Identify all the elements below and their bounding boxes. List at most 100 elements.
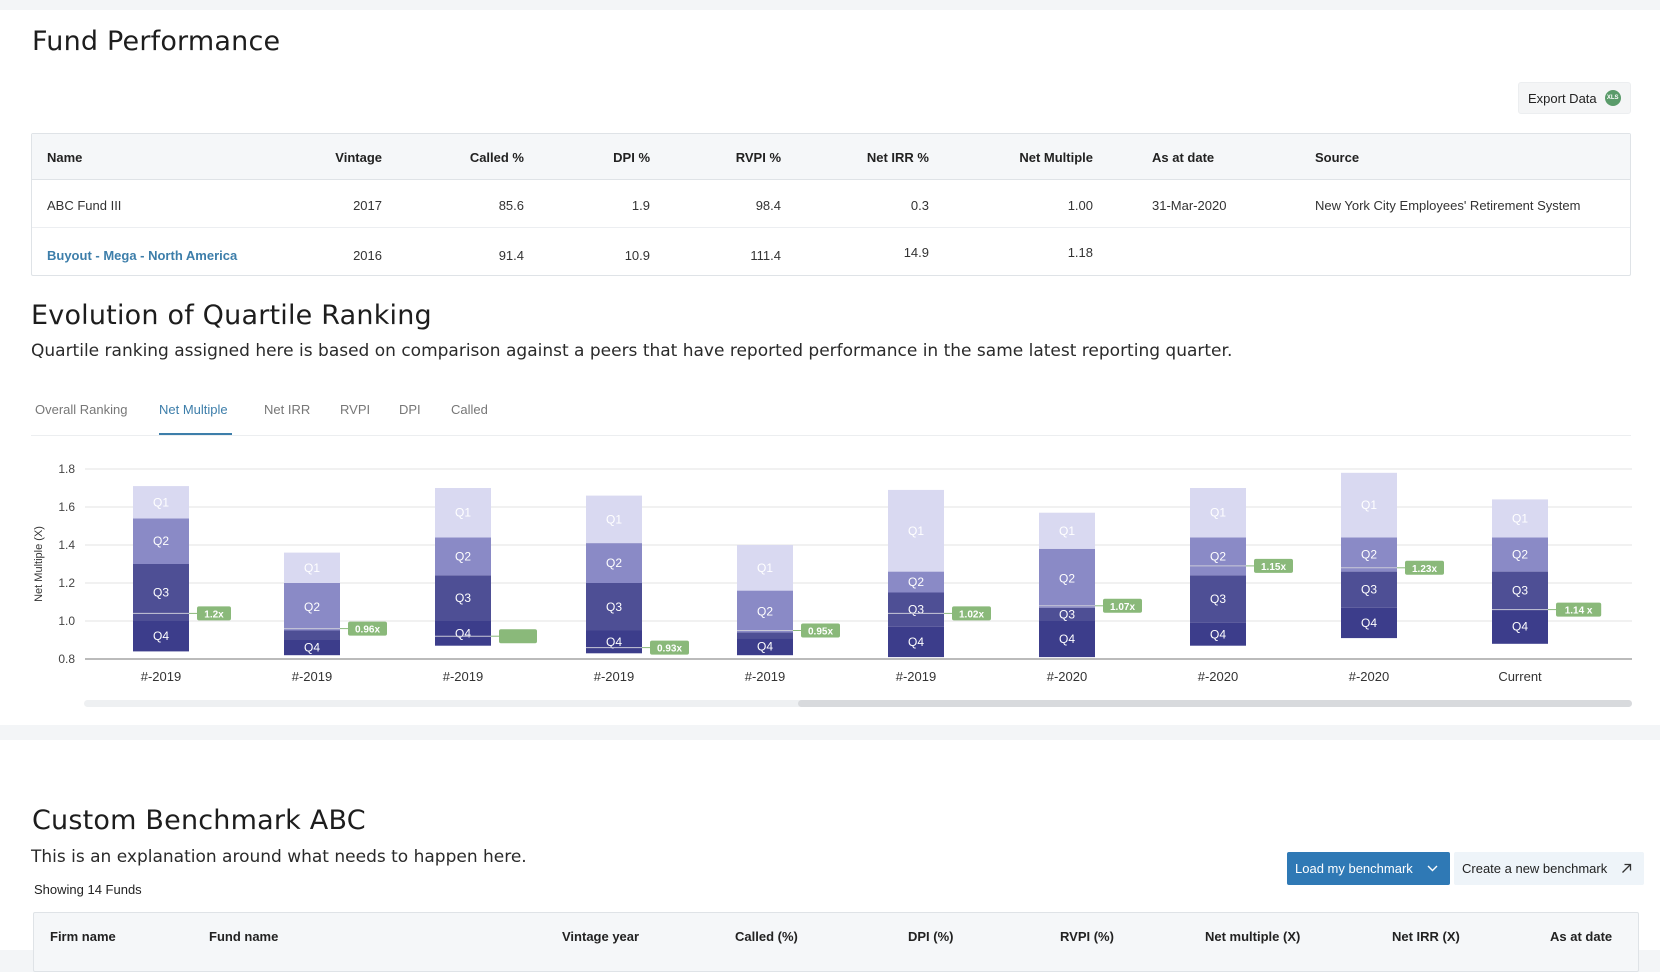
tab-net-multiple[interactable]: Net Multiple bbox=[159, 402, 228, 417]
bar-segment-q2 bbox=[133, 518, 189, 564]
y-tick-label: 1.4 bbox=[58, 538, 75, 552]
quartile-label: Q2 bbox=[757, 605, 773, 619]
col-rvpi: RVPI % bbox=[735, 150, 781, 165]
quartile-label: Q2 bbox=[153, 534, 169, 548]
col-as-at-date: As at date bbox=[1152, 150, 1215, 165]
load-benchmark-button[interactable]: Load my benchmark bbox=[1287, 852, 1450, 885]
quartile-label: Q1 bbox=[1210, 506, 1226, 520]
custom-benchmark-title: Custom Benchmark ABC bbox=[32, 805, 366, 836]
quartile-label: Q3 bbox=[606, 600, 622, 614]
tab-called[interactable]: Called bbox=[451, 402, 488, 417]
row-divider bbox=[32, 227, 1630, 228]
quartile-label: Q3 bbox=[1210, 592, 1226, 606]
bar-segment-q2 bbox=[1492, 537, 1548, 572]
quartile-label: Q4 bbox=[455, 626, 471, 640]
quartile-label: Q4 bbox=[1512, 620, 1528, 634]
bar-segment-q1 bbox=[1341, 472, 1397, 538]
bar-segment-q3 bbox=[284, 630, 340, 640]
y-tick-label: 1.2 bbox=[58, 576, 75, 590]
bar-segment-q2 bbox=[888, 571, 944, 593]
bar-segment-q1 bbox=[737, 545, 793, 591]
table-header bbox=[32, 134, 1630, 180]
row2-net-multiple: 1.18 bbox=[1067, 245, 1093, 260]
quartile-label: Q4 bbox=[304, 641, 320, 655]
row1-rvpi: 98.4 bbox=[755, 198, 781, 213]
quartile-subtitle: Quartile ranking assigned here is based … bbox=[31, 341, 1233, 361]
quartile-label: Q2 bbox=[1512, 548, 1528, 562]
x-tick-label: #-2019 bbox=[594, 669, 634, 684]
row1-as-at-date: 31-Mar-2020 bbox=[1152, 198, 1227, 213]
bar-segment-q4 bbox=[435, 621, 491, 646]
bar-segment-q2 bbox=[737, 590, 793, 633]
col-net-multiple: Net Multiple bbox=[1019, 150, 1093, 165]
bcol-firm-name: Firm name bbox=[50, 929, 116, 944]
value-label-bg bbox=[1103, 598, 1142, 613]
quartile-label: Q2 bbox=[1210, 549, 1226, 563]
y-axis-label: Net Multiple (X) bbox=[33, 526, 45, 602]
bcol-fund-name: Fund name bbox=[209, 929, 279, 944]
quartile-label: Q4 bbox=[1361, 616, 1377, 630]
quartile-label: Q1 bbox=[304, 561, 320, 575]
row1-dpi: 1.9 bbox=[631, 198, 650, 213]
value-label: 0.93x bbox=[657, 644, 682, 655]
fund-performance-panel: Fund Performance Export Data XLS Name Vi… bbox=[0, 10, 1660, 725]
x-tick-label: #-2019 bbox=[745, 669, 785, 684]
y-tick-label: 0.8 bbox=[58, 652, 75, 666]
quartile-label: Q1 bbox=[606, 512, 622, 526]
row1-vintage: 2017 bbox=[353, 198, 382, 213]
quartile-label: Q4 bbox=[757, 640, 773, 654]
bar-segment-q4 bbox=[1039, 621, 1095, 658]
tab-overall-ranking[interactable]: Overall Ranking bbox=[35, 402, 128, 417]
quartile-label: Q1 bbox=[1059, 524, 1075, 538]
tab-rvpi[interactable]: RVPI bbox=[340, 402, 371, 417]
bcol-vintage-year: Vintage year bbox=[562, 929, 640, 944]
load-benchmark-label: Load my benchmark bbox=[1295, 861, 1413, 876]
row1-name: ABC Fund III bbox=[47, 198, 122, 213]
value-label: 1.2x bbox=[204, 609, 224, 620]
quartile-label: Q1 bbox=[1512, 511, 1528, 525]
quartile-label: Q1 bbox=[455, 506, 471, 520]
bar-segment-q4 bbox=[737, 638, 793, 656]
quartile-label: Q3 bbox=[908, 603, 924, 617]
export-data-button[interactable]: Export Data XLS bbox=[1518, 82, 1631, 114]
col-vintage: Vintage bbox=[335, 150, 382, 165]
value-label: 1.15x bbox=[1261, 562, 1286, 573]
value-label-bg bbox=[1254, 558, 1293, 573]
create-benchmark-button[interactable]: Create a new benchmark bbox=[1454, 852, 1645, 885]
x-tick-label: #-2020 bbox=[1047, 669, 1087, 684]
value-label: 1.07x bbox=[1110, 602, 1135, 613]
export-data-label: Export Data bbox=[1528, 90, 1597, 106]
net-multiple-chart: 1.8 1.6 1.4 1.2 1.0 0.8 Net Multiple (X) Q4 Q3 Q2… bbox=[33, 462, 1632, 684]
tab-dpi[interactable]: DPI bbox=[399, 402, 421, 417]
bar-segment-q3 bbox=[133, 564, 189, 621]
quartile-label: Q3 bbox=[1512, 584, 1528, 598]
quartile-label: Q4 bbox=[153, 629, 169, 643]
x-tick-label: #-2019 bbox=[443, 669, 483, 684]
quartile-label: Q2 bbox=[908, 575, 924, 589]
bcol-as-at-date: As at date bbox=[1550, 929, 1613, 944]
bar-segment-q1 bbox=[284, 552, 340, 583]
chart-scrollbar-thumb[interactable] bbox=[798, 700, 1632, 707]
chart-scrollbar[interactable] bbox=[84, 700, 1632, 707]
row2-name-link[interactable]: Buyout - Mega - North America bbox=[47, 248, 238, 263]
tab-net-irr[interactable]: Net IRR bbox=[264, 402, 311, 417]
bar-segment-q1 bbox=[586, 495, 642, 544]
showing-count: Showing 14 Funds bbox=[34, 882, 142, 897]
bcol-called: Called (%) bbox=[735, 929, 798, 944]
bar-segment-q4 bbox=[284, 640, 340, 656]
y-tick-label: 1.6 bbox=[58, 500, 75, 514]
col-source: Source bbox=[1315, 150, 1360, 165]
create-benchmark-label: Create a new benchmark bbox=[1462, 861, 1608, 876]
benchmark-table: Firm name Fund name Vintage year Called … bbox=[33, 912, 1639, 972]
value-label: 1.14 x bbox=[1565, 606, 1593, 617]
x-tick-label: #-2019 bbox=[292, 669, 332, 684]
value-label-bg bbox=[1556, 602, 1602, 617]
col-name: Name bbox=[47, 150, 83, 165]
chevron-down-icon bbox=[1427, 865, 1438, 872]
bcol-net-multiple: Net multiple (X) bbox=[1205, 929, 1301, 944]
fund-performance-title: Fund Performance bbox=[32, 26, 281, 57]
x-tick-label: #-2020 bbox=[1349, 669, 1389, 684]
col-net-irr: Net IRR % bbox=[866, 150, 929, 165]
bar-segment-q1 bbox=[435, 488, 491, 538]
bcol-rvpi: RVPI (%) bbox=[1060, 929, 1114, 944]
